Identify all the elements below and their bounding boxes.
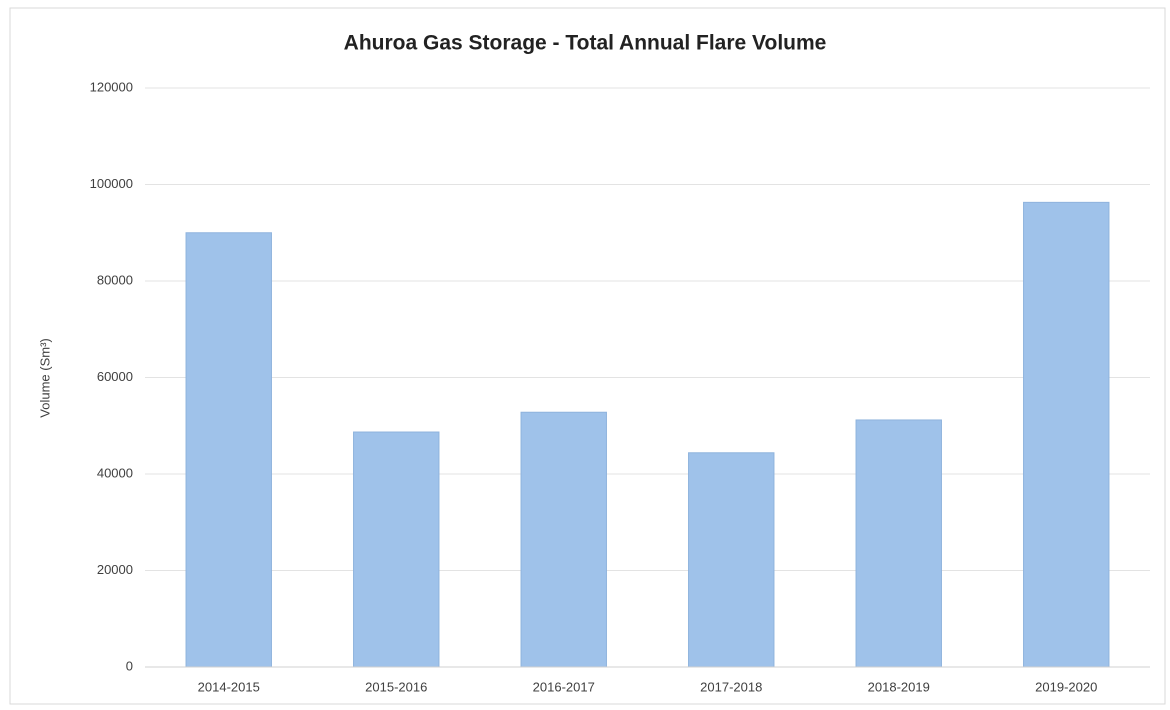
y-tick-label: 20000 (97, 562, 133, 577)
x-tick-label: 2014-2015 (198, 679, 260, 694)
x-tick-label: 2019-2020 (1035, 679, 1097, 694)
x-tick-label: 2018-2019 (868, 679, 930, 694)
bar (520, 411, 607, 668)
y-axis-label: Volume (Sm³) (37, 338, 52, 417)
y-tick-label: 100000 (90, 176, 133, 191)
y-tick-label: 80000 (97, 272, 133, 287)
chart-border (9, 7, 1166, 705)
bar (185, 232, 272, 668)
y-tick-label: 40000 (97, 465, 133, 480)
bar (855, 419, 942, 668)
y-tick-label: 0 (126, 658, 133, 673)
x-tick-label: 2015-2016 (365, 679, 427, 694)
chart-title: Ahuroa Gas Storage - Total Annual Flare … (344, 32, 827, 55)
y-tick-label: 60000 (97, 369, 133, 384)
bar (688, 452, 775, 668)
x-tick-label: 2016-2017 (533, 679, 595, 694)
x-tick-label: 2017-2018 (700, 679, 762, 694)
bar (1023, 201, 1110, 668)
y-tick-label: 120000 (90, 79, 133, 94)
bar (353, 431, 440, 668)
